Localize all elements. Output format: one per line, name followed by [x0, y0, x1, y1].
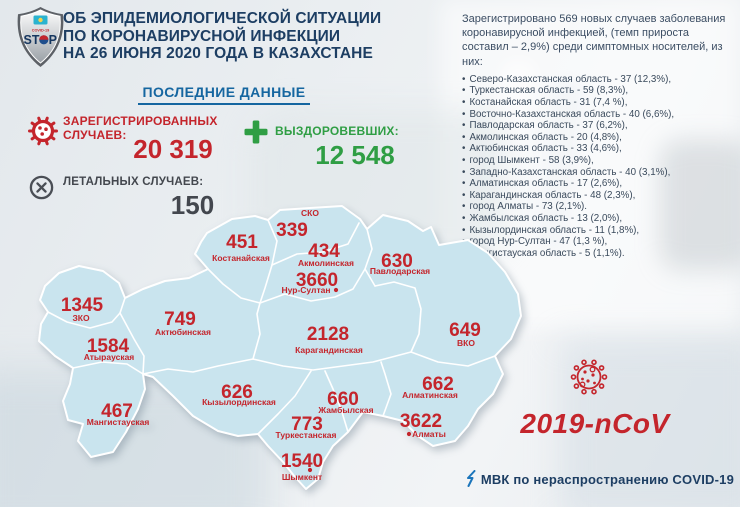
- region-label: СКО: [301, 208, 319, 218]
- circle-x-icon: [29, 175, 54, 200]
- region-labels: СКО 339 451 Костанайская 434 Акмолинская…: [61, 208, 481, 482]
- registered-cases-label: ЗАРЕГИСТРИРОВАННЫХ СЛУЧАЕВ:: [63, 114, 218, 142]
- list-item: город Алматы - 73 (2,1%).: [462, 201, 734, 213]
- lethal-cases-label: ЛЕТАЛЬНЫХ СЛУЧАЕВ:: [63, 176, 204, 188]
- coronavirus-outline-icon: [570, 359, 608, 395]
- report-intro: Зарегистрировано 569 новых случаев забол…: [462, 13, 726, 68]
- region-value: 467: [101, 401, 133, 422]
- region-label: Алматы: [412, 429, 446, 439]
- region-label: Кызылординская: [202, 397, 276, 407]
- registered-cases-value: 20 319: [133, 134, 213, 164]
- region-value: 3660: [296, 270, 338, 291]
- new-cases-report: Зарегистрировано 569 новых случаев забол…: [462, 12, 734, 259]
- country-silhouette: [38, 205, 522, 490]
- city-dot: [406, 431, 412, 437]
- virus-name-label: 2019-nCoV: [520, 408, 670, 439]
- region-value: 649: [449, 320, 481, 341]
- list-item: город Нур-Султан - 47 (1,3 %),: [462, 236, 734, 248]
- list-item: Восточно-Казахстанская область - 40 (6,6…: [462, 109, 734, 121]
- region-label: Туркестанская: [276, 430, 337, 440]
- list-item: Туркестанская область - 59 (8,3%),: [462, 85, 734, 97]
- region-breakdown-list: Северо-Казахстанская область - 37 (12,3%…: [462, 74, 734, 260]
- region-label: Жамбылская: [317, 405, 373, 415]
- latest-data-heading: ПОСЛЕДНИЕ ДАННЫЕ: [138, 84, 310, 105]
- list-item: Западно-Казахстанская область - 40 (3,1%…: [462, 167, 734, 179]
- list-item: Костанайская область - 31 (7,4 %),: [462, 97, 734, 109]
- svg-text:P: P: [49, 33, 57, 47]
- title-line: НА 26 ИЮНЯ 2020 ГОДА В КАЗАХСТАНЕ: [63, 45, 373, 62]
- city-dot: [307, 467, 313, 473]
- region-label: Мангистауская: [87, 417, 150, 427]
- list-item: Актюбинская область - 33 (4,6%),: [462, 143, 734, 155]
- region-value: 1584: [87, 336, 130, 357]
- list-item: Акмолинская область - 20 (4,8%),: [462, 132, 734, 144]
- city-dot: [333, 287, 339, 293]
- region-value: 2128: [307, 324, 349, 345]
- region-label: Актюбинская: [155, 327, 211, 337]
- region-value: 1345: [61, 295, 104, 316]
- region-label: Карагандинская: [295, 345, 363, 355]
- region-label: Алматинская: [402, 390, 458, 400]
- region-label: Павлодарская: [370, 266, 430, 276]
- region-label: Нур-Султан: [282, 285, 331, 295]
- region-value: 749: [164, 309, 196, 330]
- list-item: Алматинская область - 17 (2,6%),: [462, 178, 734, 190]
- lightning-icon: [466, 470, 476, 487]
- region-value: 3622: [400, 411, 442, 432]
- region-label: Акмолинская: [298, 258, 354, 268]
- region-value: 451: [226, 232, 258, 253]
- title-line: ПО КОРОНАВИРУСНОЙ ИНФЕКЦИИ: [63, 27, 341, 45]
- list-item: Павлодарская область - 37 (6,2%),: [462, 120, 734, 132]
- title-line: ОБ ЭПИДЕМИОЛОГИЧЕСКОЙ СИТУАЦИИ: [63, 10, 382, 27]
- region-value: 434: [308, 241, 340, 262]
- region-value: 660: [327, 389, 359, 410]
- region-label: Шымкент: [282, 472, 322, 482]
- region-label: ВКО: [457, 338, 475, 348]
- list-item: Мангистауская область - 5 (1,1%).: [462, 248, 734, 260]
- kazakhstan-map: СКО 339 451 Костанайская 434 Акмолинская…: [38, 205, 522, 490]
- list-item: Кызылординская область - 11 (1,8%),: [462, 225, 734, 237]
- plus-icon: [244, 120, 268, 144]
- region-label: ЗКО: [72, 313, 90, 323]
- region-value: 773: [291, 414, 323, 435]
- region-value: 626: [221, 382, 253, 403]
- list-item: Жамбылская область - 13 (2,0%),: [462, 213, 734, 225]
- recovered-value: 12 548: [315, 140, 395, 170]
- page-title: ОБ ЭПИДЕМИОЛОГИЧЕСКОЙ СИТУАЦИИ ПО КОРОНА…: [63, 10, 383, 63]
- lethal-cases-value: 150: [170, 190, 215, 220]
- list-item: Карагандинская область - 48 (2,3%),: [462, 190, 734, 202]
- region-label: Костанайская: [212, 253, 270, 263]
- virus-icon: [28, 116, 58, 146]
- logo-covid-text: COVID-19: [32, 29, 50, 33]
- region-value: 662: [422, 374, 454, 395]
- region-borders: [47, 219, 496, 435]
- list-item: город Шымкент - 58 (3,9%),: [462, 155, 734, 167]
- recovered-label: ВЫЗДОРОВЕВШИХ:: [275, 124, 399, 138]
- footer-text: МВК по нераспространению COVID-19: [480, 472, 734, 487]
- footer-committee: МВК по нераспространению COVID-19: [420, 470, 734, 487]
- stop-covid-shield-logo: COVID-19 ST P: [17, 7, 64, 67]
- region-value: 339: [276, 220, 308, 241]
- logo-stop-text: ST: [24, 33, 40, 47]
- region-value: 1540: [281, 451, 323, 472]
- region-value: 630: [381, 251, 413, 272]
- list-item: Северо-Казахстанская область - 37 (12,3%…: [462, 74, 734, 86]
- region-label: Атырауская: [84, 352, 135, 362]
